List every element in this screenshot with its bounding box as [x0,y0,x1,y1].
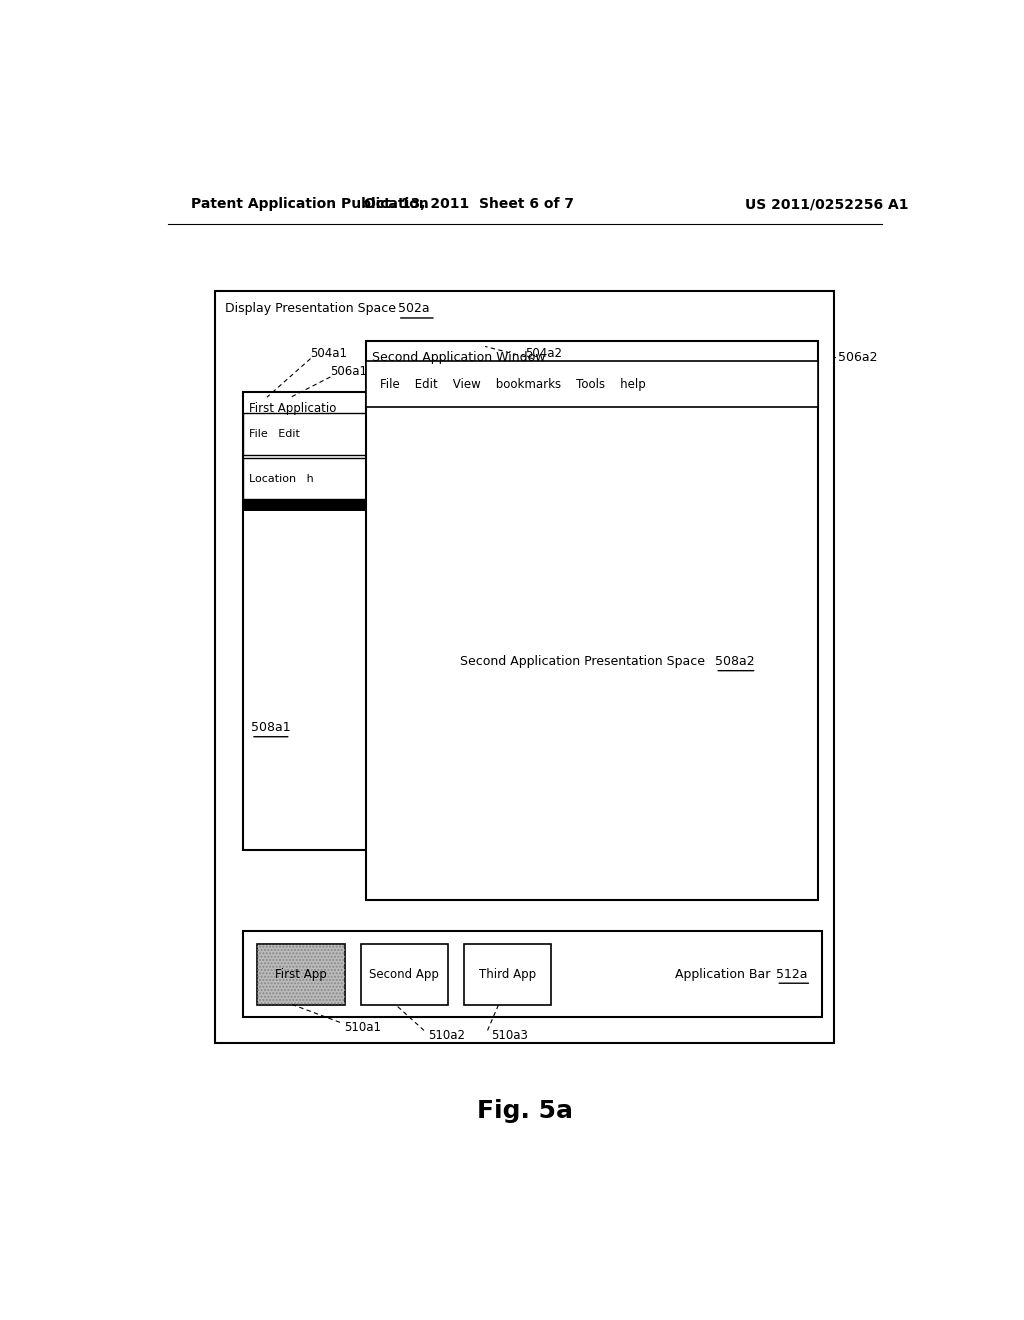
Bar [243,458,394,499]
Bar [257,944,345,1005]
Text: 508a2: 508a2 [715,655,755,668]
Text: Second Application Window: Second Application Window [373,351,546,364]
Bar [257,944,345,1005]
Text: First Applicatio: First Applicatio [250,401,337,414]
Text: 502a: 502a [397,302,429,315]
Bar [464,944,551,1005]
Text: Second App: Second App [370,968,439,981]
Bar [215,290,835,1043]
Text: 508a1: 508a1 [251,721,291,734]
Text: 510a1: 510a1 [344,1020,381,1034]
Bar [367,360,818,408]
Bar [367,342,818,900]
Text: File   Edit: File Edit [250,429,300,438]
Text: Application Bar: Application Bar [676,968,775,981]
Text: Second Application Presentation Space: Second Application Presentation Space [460,655,709,668]
Text: File    Edit    View    bookmarks    Tools    help: File Edit View bookmarks Tools help [380,378,646,391]
Text: 510a3: 510a3 [492,1030,528,1041]
Text: First App: First App [275,968,327,981]
Text: 506a2: 506a2 [839,351,878,364]
Text: Patent Application Publication: Patent Application Publication [191,197,429,211]
Text: 510a2: 510a2 [428,1030,465,1041]
Bar [243,931,822,1018]
Bar [243,413,394,455]
Text: Third App: Third App [479,968,536,981]
Text: Display Presentation Space: Display Presentation Space [225,302,399,315]
Text: Location   h: Location h [250,474,314,483]
Bar [243,499,394,511]
Bar [243,392,394,850]
Text: Oct. 13, 2011  Sheet 6 of 7: Oct. 13, 2011 Sheet 6 of 7 [365,197,574,211]
Text: 506a1: 506a1 [331,366,368,379]
Text: US 2011/0252256 A1: US 2011/0252256 A1 [744,197,908,211]
Text: 504a1: 504a1 [310,347,347,360]
Text: 504a2: 504a2 [524,347,562,360]
Bar [360,944,447,1005]
Text: 512a: 512a [776,968,808,981]
Text: Fig. 5a: Fig. 5a [477,1098,572,1123]
